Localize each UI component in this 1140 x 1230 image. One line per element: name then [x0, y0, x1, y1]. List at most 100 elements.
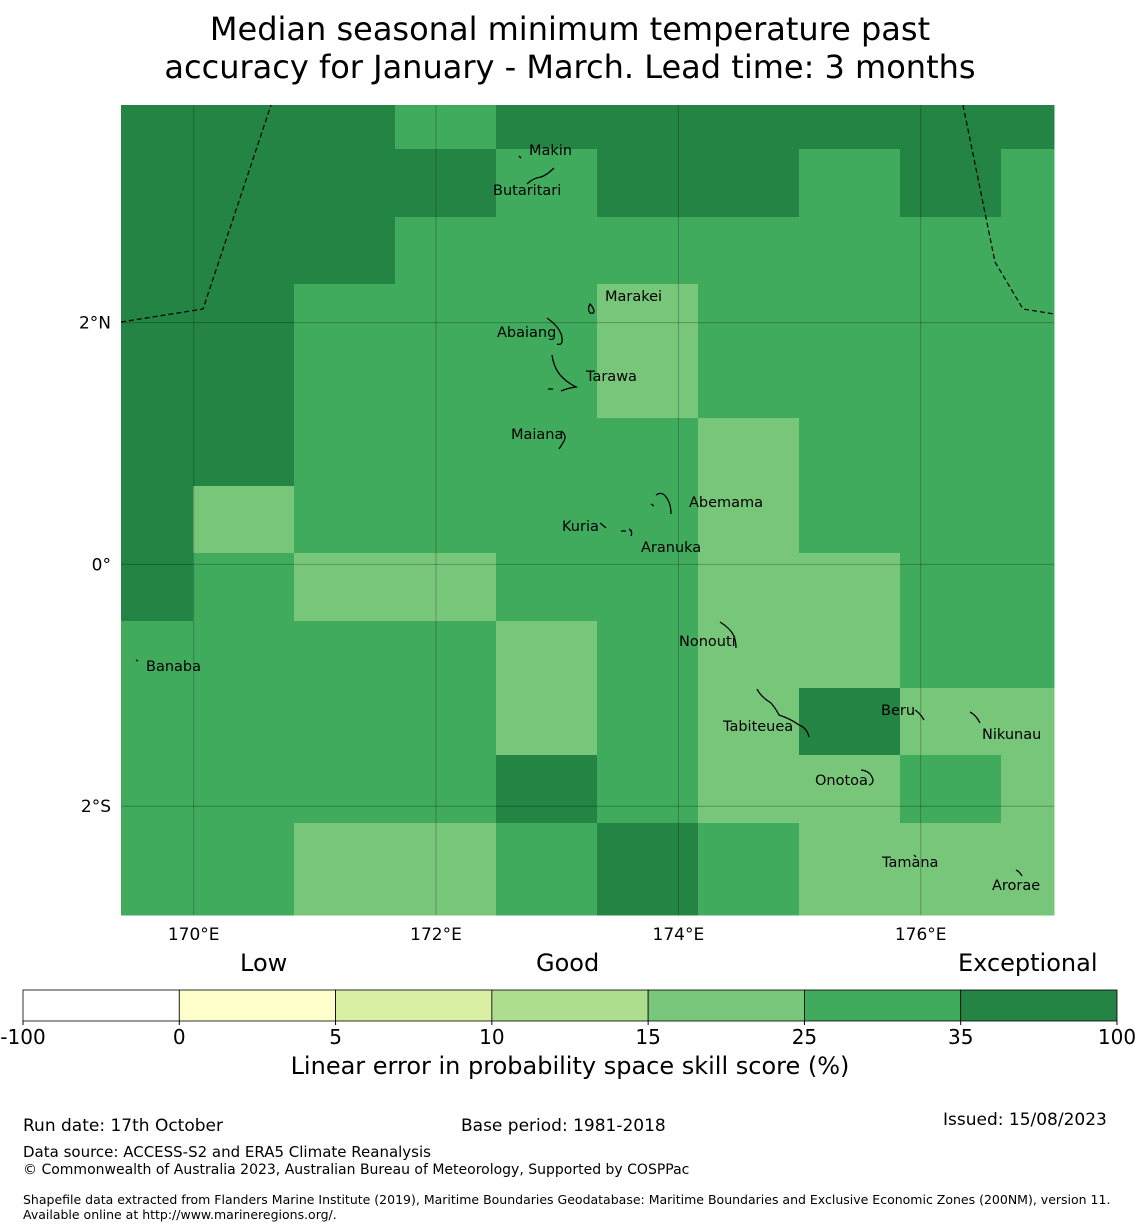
island-labels: Makin Butaritari Marakei Abaiang Tarawa …	[146, 143, 1041, 894]
grid-cell	[1001, 418, 1055, 487]
grid-cell	[395, 105, 497, 150]
grid-cell	[900, 823, 1002, 891]
grid-cell	[193, 621, 295, 689]
grid-cell	[395, 351, 497, 419]
grid-cell	[597, 149, 699, 218]
grid-cell	[496, 351, 598, 419]
copyright: © Commonwealth of Australia 2023, Austra…	[23, 1162, 690, 1178]
grid-cell	[294, 890, 396, 916]
colorbar-bin	[491, 989, 649, 1022]
grid-cell	[900, 418, 1002, 487]
grid-cell	[698, 351, 800, 419]
grid-cell	[799, 755, 901, 824]
island-label-kuria: Kuria	[562, 519, 599, 535]
grid-cell	[121, 351, 194, 419]
grid-cell	[193, 149, 295, 218]
grid-cell	[698, 621, 800, 689]
grid-cell	[395, 890, 497, 916]
colorbar-tick-label: 15	[635, 1025, 660, 1049]
island-label-marakei: Marakei	[605, 289, 662, 305]
longitude-tick-label: 170°E	[168, 925, 220, 945]
colorbar-tick-label: 10	[479, 1025, 504, 1049]
abemama-outline	[650, 492, 672, 515]
grid-cell	[294, 105, 396, 150]
grid-cell	[1001, 284, 1055, 352]
eez-boundary-west	[120, 104, 272, 323]
legend-category-exceptional: Exceptional	[958, 949, 1098, 977]
base-period: Base period: 1981-2018	[461, 1116, 666, 1136]
grid-cell	[597, 284, 699, 352]
colorbar	[22, 989, 1118, 1022]
grid-cell	[1001, 486, 1055, 554]
grid-cell	[395, 553, 497, 622]
maiana-outline	[558, 430, 566, 450]
grid-cell	[900, 486, 1002, 554]
tabiteuea-outline	[756, 688, 810, 738]
title-line-2: accuracy for January - March. Lead time:…	[164, 48, 976, 86]
grid-cell	[121, 553, 194, 622]
grid-cell	[193, 755, 295, 824]
grid-cell	[597, 755, 699, 824]
nonouti-outline	[719, 621, 737, 649]
kuria-outline	[599, 522, 607, 529]
grid-cell	[1001, 621, 1055, 689]
latitude-tick-label: 0°	[92, 555, 111, 575]
colorbar-bin	[804, 989, 962, 1022]
grid-cell	[799, 418, 901, 487]
island-label-banaba: Banaba	[146, 659, 201, 675]
tamana-outline	[913, 854, 917, 858]
nikunau-outline	[969, 711, 981, 724]
grid-cell	[395, 621, 497, 689]
grid-cell	[294, 486, 396, 554]
grid-cell	[1001, 105, 1055, 150]
grid-cell	[900, 890, 1002, 916]
grid-cell	[1001, 755, 1055, 824]
island-label-tarawa: Tarawa	[585, 369, 637, 385]
island-label-onotoa: Onotoa	[815, 773, 868, 789]
island-outlines	[135, 155, 1023, 877]
island-label-tamana: Tamana	[881, 855, 938, 871]
grid-cell	[121, 217, 194, 285]
grid-cell	[597, 823, 699, 891]
grid-cell	[900, 217, 1002, 285]
eez-boundary-east	[962, 104, 1055, 315]
latitude-tick-label: 2°N	[79, 314, 111, 334]
grid-cell	[395, 149, 497, 218]
grid-cell	[900, 105, 1002, 150]
island-label-nikunau: Nikunau	[982, 727, 1041, 743]
colorbar-tick-label: -100	[0, 1025, 45, 1049]
grid-cell	[799, 823, 901, 891]
grid-cell	[395, 217, 497, 285]
graticule	[121, 105, 1054, 915]
tarawa-outline	[548, 354, 579, 392]
island-label-maiana: Maiana	[511, 427, 563, 443]
grid-cell	[294, 553, 396, 622]
grid-cell	[900, 755, 1002, 824]
grid-cell	[597, 486, 699, 554]
grid-cell	[1001, 217, 1055, 285]
skill-grid	[121, 105, 1055, 916]
grid-cell	[698, 418, 800, 487]
grid-cell	[193, 284, 295, 352]
grid-cell	[698, 890, 800, 916]
colorbar-bin	[22, 989, 180, 1022]
grid-cell	[799, 890, 901, 916]
grid-cell	[597, 621, 699, 689]
grid-cell	[193, 823, 295, 891]
legend-category-low: Low	[240, 949, 288, 977]
grid-cell	[597, 217, 699, 285]
banaba-outline	[135, 659, 139, 662]
colorbar-tick-label: 100	[1098, 1025, 1136, 1049]
grid-cell	[121, 149, 194, 218]
grid-cell	[597, 418, 699, 487]
grid-cell	[496, 486, 598, 554]
grid-cell	[799, 553, 901, 622]
grid-cell	[193, 217, 295, 285]
grid-cell	[1001, 149, 1055, 218]
butaritari-outline	[526, 167, 555, 185]
grid-cell	[799, 486, 901, 554]
grid-cell	[799, 217, 901, 285]
grid-cell	[496, 621, 598, 689]
island-label-abemama: Abemama	[689, 495, 763, 511]
